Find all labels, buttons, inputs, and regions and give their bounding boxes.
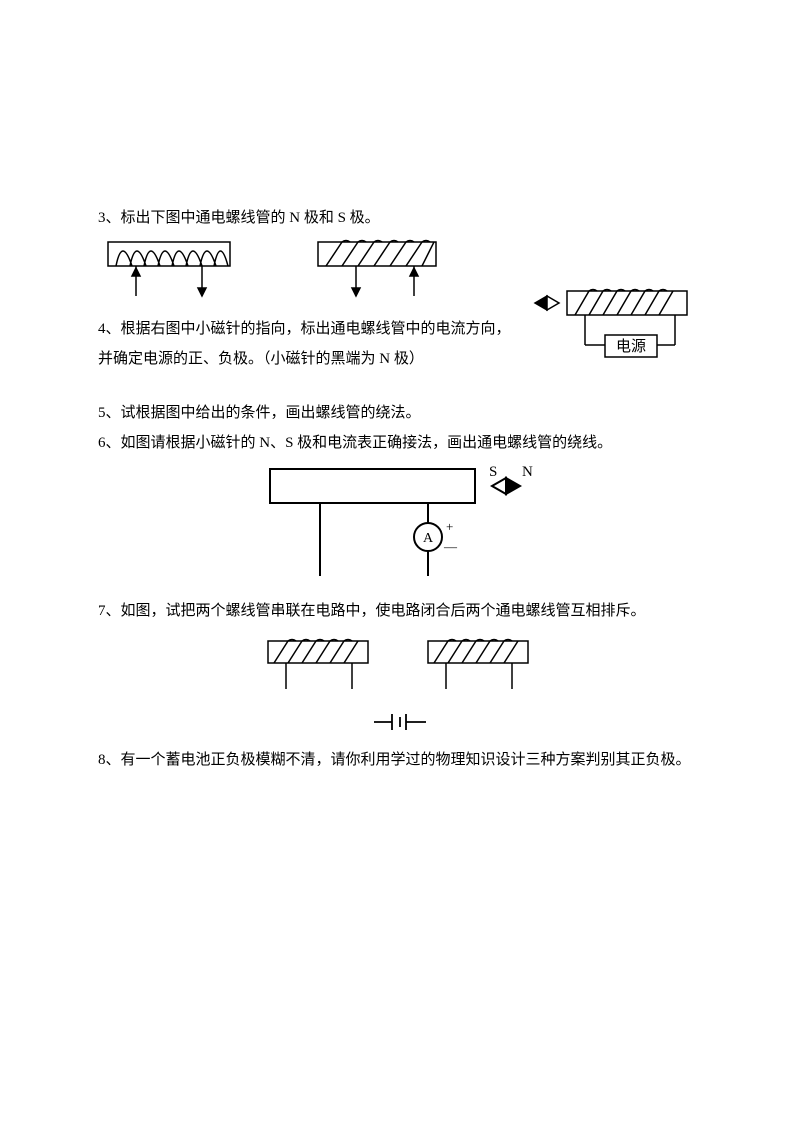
question-6-text: 6、如图请根据小磁针的 N、S 极和电流表正确接法，画出通电螺线管的绕线。 xyxy=(98,431,702,455)
q3-solenoid-left xyxy=(98,236,248,301)
ammeter-label: A xyxy=(423,531,434,546)
power-source-label: 电源 xyxy=(616,338,646,355)
q7-battery-symbol xyxy=(370,710,430,734)
q4-row: 4、根据右图中小磁针的指向，标出通电螺线管中的电流方向， 并确定电源的正、负极。… xyxy=(98,311,702,393)
q6-diagram-wrap: S N A + — xyxy=(98,461,702,581)
compass-s-label: S xyxy=(489,464,497,480)
question-4-line2: 并确定电源的正、负极。（小磁针的黑端为 N 极） xyxy=(98,347,517,371)
q7-battery-wrap xyxy=(98,710,702,734)
question-4-line1: 4、根据右图中小磁针的指向，标出通电螺线管中的电流方向， xyxy=(98,317,517,341)
document-content: 3、标出下图中通电螺线管的 N 极和 S 极。 xyxy=(0,0,800,772)
compass-n-label: N xyxy=(522,464,533,480)
q7-diagrams xyxy=(98,637,702,692)
q4-circuit-diagram: 电源 xyxy=(517,283,702,393)
ammeter-minus: — xyxy=(443,539,458,554)
q6-ammeter-diagram: S N A + — xyxy=(260,461,540,581)
question-5-text: 5、试根据图中给出的条件，画出螺线管的绕法。 xyxy=(98,401,702,425)
ammeter-plus: + xyxy=(446,519,453,534)
question-8-text: 8、有一个蓄电池正负极模糊不清，请你利用学过的物理知识设计三种方案判别其正负极。 xyxy=(98,748,702,772)
question-3-text: 3、标出下图中通电螺线管的 N 极和 S 极。 xyxy=(98,206,702,230)
q7-solenoid-left xyxy=(260,637,380,692)
q7-solenoid-right xyxy=(420,637,540,692)
question-7-text: 7、如图，试把两个螺线管串联在电路中，使电路闭合后两个通电螺线管互相排斥。 xyxy=(98,599,702,623)
q3-solenoid-right xyxy=(308,236,458,301)
